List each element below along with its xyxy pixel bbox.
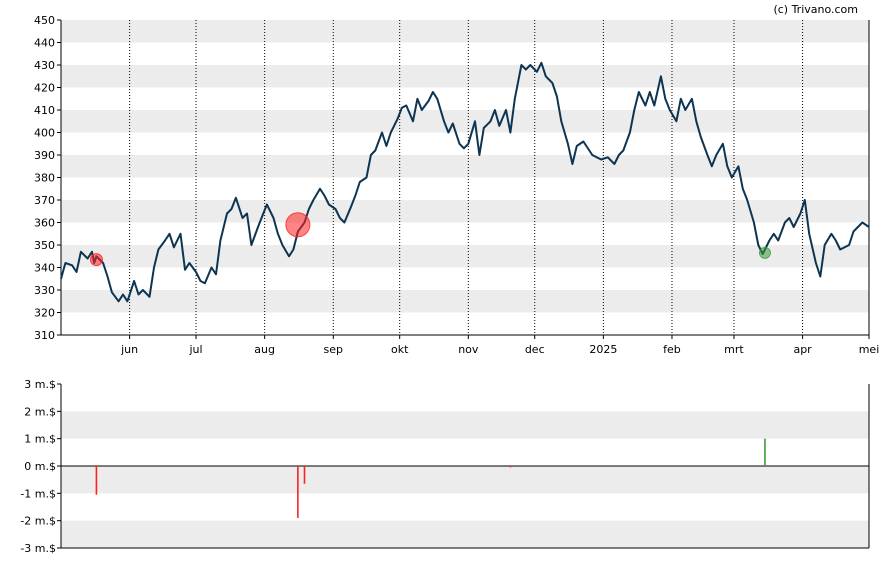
sell-marker [89,253,103,267]
transactions-y-tick-label: 3 m.$ [24,378,56,391]
price-y-tick-label: 380 [34,172,55,185]
transactions-chart-panel: 3 m.$ 2 m.$ 1 m.$ 0 m.$ -1 m.$ -2 m.$ -3 m.$ [20,378,870,555]
buy-marker [758,246,771,259]
price-grid-band [61,110,869,133]
price-x-tick-label: feb [663,343,681,356]
price-y-tick-label: 320 [34,307,55,320]
transactions-grid-band [61,411,869,439]
price-x-tick-label: okt [391,343,409,356]
transactions-y-tick-label: 1 m.$ [24,433,56,446]
price-chart-panel: 310 320 330 340 350 360 370 380 390 400 410 420 430 4… [34,14,879,356]
price-grid-band [61,65,869,88]
price-x-tick-label: jul [188,343,202,356]
price-x-tick-label: 2025 [589,343,617,356]
price-x-tick-label: aug [254,343,275,356]
credit-text: (c) Trivano.com [773,3,858,16]
transactions-grid-band [61,466,869,494]
price-x-tick-label: mei [859,343,880,356]
price-series-line [60,61,870,303]
price-x-tick-label: sep [324,343,343,356]
transactions-y-tick-label: 2 m.$ [24,405,56,418]
price-grid-band [61,20,869,43]
price-y-tick-label: 340 [34,262,55,275]
price-grid-band [61,155,869,178]
price-grid-band [61,245,869,268]
price-y-tick-label: 440 [34,37,55,50]
price-y-tick-label: 390 [34,149,55,162]
price-y-tick-label: 400 [34,127,55,140]
price-x-tick-label: dec [525,343,545,356]
price-y-tick-label: 420 [34,82,55,95]
price-y-tick-label: 310 [34,329,55,342]
price-x-tick-label: apr [793,343,812,356]
transactions-y-tick-label: -2 m.$ [20,515,56,528]
price-x-tick-label: mrt [724,343,744,356]
price-y-tick-label: 410 [34,104,55,117]
transactions-y-tick-label: 0 m.$ [24,460,56,473]
sell-marker [285,212,311,238]
price-x-tick-label: nov [458,343,479,356]
price-x-tick-label: jun [120,343,138,356]
transactions-grid-band [61,520,869,548]
price-y-tick-label: 370 [34,194,55,207]
transactions-y-tick-label: -3 m.$ [20,542,56,555]
transactions-y-tick-label: -1 m.$ [20,487,56,500]
price-y-tick-label: 450 [34,14,55,27]
price-y-tick-label: 430 [34,59,55,72]
price-y-tick-label: 360 [34,217,55,230]
price-grid-band [61,290,869,313]
price-y-tick-label: 330 [34,284,55,297]
price-y-tick-label: 350 [34,239,55,252]
